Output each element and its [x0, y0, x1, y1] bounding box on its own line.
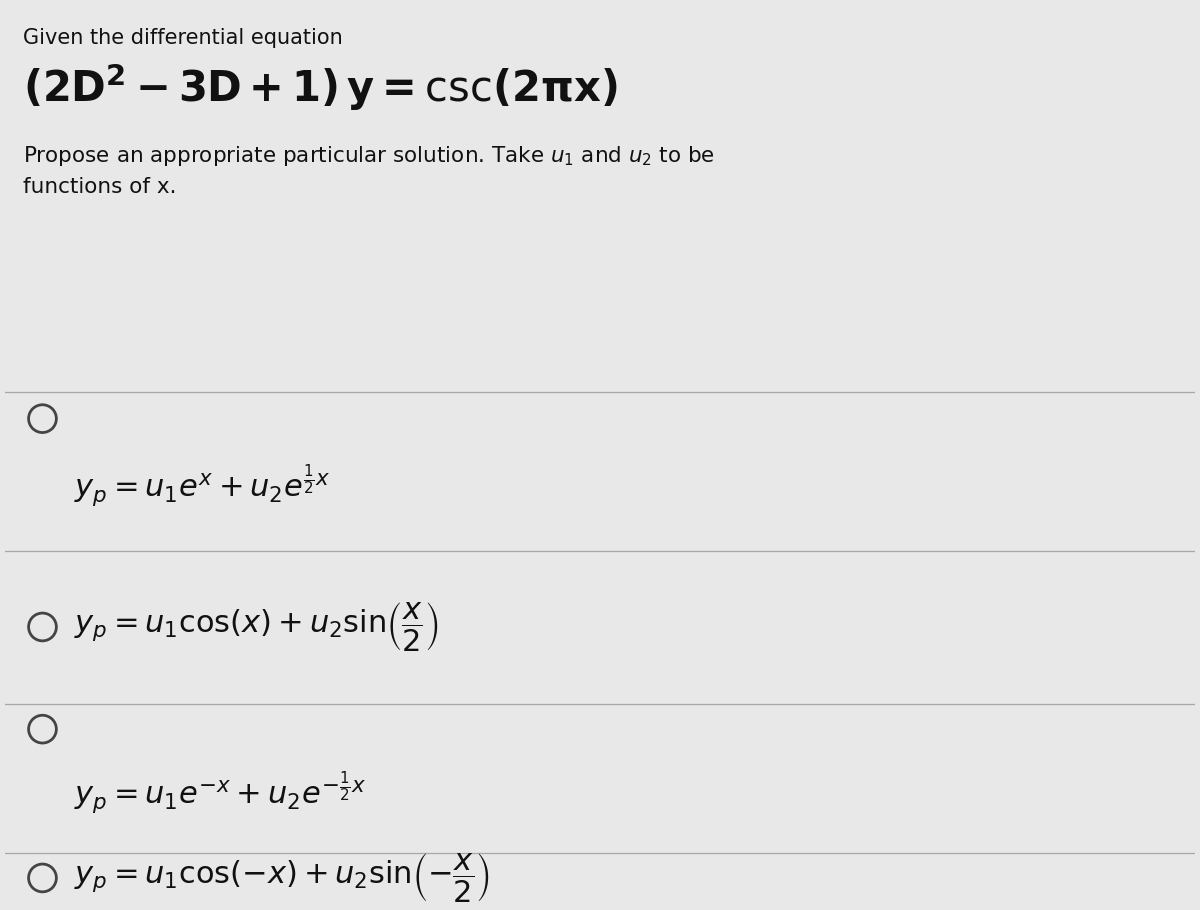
Text: $y_p = u_1 e^{x} + u_2 e^{\frac{1}{2}x}$: $y_p = u_1 e^{x} + u_2 e^{\frac{1}{2}x}$: [74, 462, 331, 510]
Text: Propose an appropriate particular solution. Take $u_1$ and $u_2$ to be: Propose an appropriate particular soluti…: [23, 144, 714, 167]
Text: $\mathbf{(2D^2 - 3D + 1)}\,\mathbf{y = \csc(2\pi x)}$: $\mathbf{(2D^2 - 3D + 1)}\,\mathbf{y = \…: [23, 62, 617, 113]
Text: Given the differential equation: Given the differential equation: [23, 28, 342, 48]
Text: $y_p = u_1 e^{-x} + u_2 e^{-\frac{1}{2}x}$: $y_p = u_1 e^{-x} + u_2 e^{-\frac{1}{2}x…: [74, 770, 366, 817]
Text: $y_p = u_1 \cos(x) + u_2 \sin\!\left(\dfrac{x}{2}\right)$: $y_p = u_1 \cos(x) + u_2 \sin\!\left(\df…: [74, 601, 439, 653]
Text: $y_p = u_1 \cos(-x) + u_2 \sin\!\left(-\dfrac{x}{2}\right)$: $y_p = u_1 \cos(-x) + u_2 \sin\!\left(-\…: [74, 852, 491, 905]
Text: functions of x.: functions of x.: [23, 177, 176, 197]
